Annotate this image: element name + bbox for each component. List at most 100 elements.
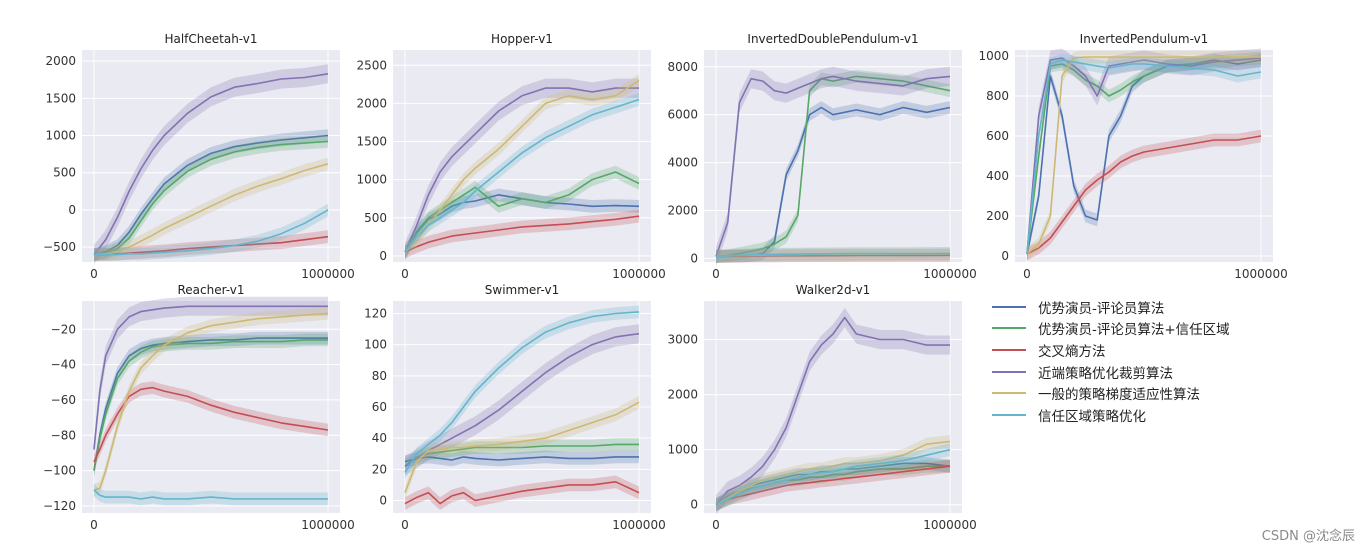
chart-title: Walker2d-v1 bbox=[796, 283, 871, 297]
watermark: CSDN @沈念辰 bbox=[1261, 529, 1355, 544]
series-band bbox=[94, 296, 328, 459]
series-line bbox=[715, 440, 951, 506]
series-line bbox=[404, 480, 640, 505]
series-band bbox=[405, 188, 639, 259]
series-band bbox=[405, 165, 639, 259]
series-line bbox=[715, 75, 951, 257]
chart-panel: 0 2000 4000 6000 8000 0 1000000 InvertedDoubleP… bbox=[667, 32, 976, 281]
series-band bbox=[716, 66, 950, 266]
chart-panel: 0 500 1000 1500 2000 2500 0 1000000 Hopper-v1 bbox=[356, 32, 665, 281]
y-tick-label: 1000 bbox=[45, 129, 76, 143]
x-tick-label: 1000000 bbox=[1234, 267, 1287, 281]
series-line bbox=[404, 456, 639, 463]
y-tick-label: −20 bbox=[51, 322, 76, 336]
legend-label: 近端策略优化裁剪算法 bbox=[1038, 365, 1173, 382]
y-tick-label: 60 bbox=[372, 400, 387, 414]
y-tick-label: 1500 bbox=[356, 135, 387, 149]
x-tick-label: 0 bbox=[1023, 267, 1031, 281]
chart-title: Reacher-v1 bbox=[177, 283, 244, 297]
series-line bbox=[93, 305, 328, 450]
legend-swatch bbox=[992, 413, 1026, 416]
chart-panel: −120 −100 −80 −60 −40 −20 0 1000000 Reacher-v1 bbox=[43, 283, 355, 532]
series-line bbox=[715, 252, 951, 258]
y-tick-label: 600 bbox=[986, 129, 1009, 143]
series-line bbox=[93, 163, 329, 256]
series-band bbox=[405, 324, 639, 476]
x-tick-label: 1000000 bbox=[612, 267, 665, 281]
legend-item: 优势演员-评论员算法+信任区域 bbox=[992, 318, 1230, 340]
series-band bbox=[94, 381, 328, 469]
y-tick-label: −60 bbox=[51, 393, 76, 407]
plot-area bbox=[704, 301, 962, 513]
chart-panel: 0 200 400 600 800 1000 0 1000000 InvertedPendulu… bbox=[978, 32, 1287, 281]
y-tick-label: 100 bbox=[364, 338, 387, 352]
y-tick-label: −80 bbox=[51, 428, 76, 442]
x-tick-label: 1000000 bbox=[612, 518, 665, 532]
y-tick-label: 40 bbox=[372, 431, 387, 445]
series-line bbox=[93, 140, 329, 256]
series-band bbox=[405, 396, 639, 500]
y-tick-label: −500 bbox=[43, 240, 76, 254]
series-line bbox=[715, 448, 951, 506]
x-tick-label: 0 bbox=[712, 267, 720, 281]
y-tick-label: −120 bbox=[43, 499, 76, 513]
series-line bbox=[404, 171, 640, 253]
series-line bbox=[93, 134, 329, 256]
series-line bbox=[1026, 57, 1262, 255]
y-tick-label: 120 bbox=[364, 306, 387, 320]
series-band bbox=[716, 70, 950, 263]
y-tick-label: 1000 bbox=[356, 173, 387, 187]
series-line bbox=[404, 87, 639, 253]
y-tick-label: 0 bbox=[1001, 249, 1009, 263]
chart-panel: 0 1000 2000 3000 0 1000000 Walker2d-v1 bbox=[667, 283, 976, 532]
series-line bbox=[1026, 135, 1262, 255]
y-tick-label: 2000 bbox=[45, 54, 76, 68]
y-tick-label: 3000 bbox=[667, 333, 698, 347]
series-band bbox=[405, 78, 639, 262]
series-line bbox=[1026, 59, 1262, 255]
series-band bbox=[94, 483, 328, 506]
chart-title: Swimmer-v1 bbox=[485, 283, 559, 297]
series-line bbox=[715, 465, 951, 506]
x-tick-label: 0 bbox=[401, 267, 409, 281]
series-line bbox=[404, 311, 640, 473]
series-line bbox=[715, 316, 950, 506]
y-tick-label: 1000 bbox=[978, 49, 1009, 63]
legend-label: 优势演员-评论员算法 bbox=[1038, 300, 1165, 317]
series-line bbox=[404, 443, 639, 467]
series-line bbox=[404, 79, 640, 253]
legend-swatch bbox=[992, 348, 1026, 351]
x-tick-label: 0 bbox=[90, 267, 98, 281]
y-tick-label: 500 bbox=[53, 166, 76, 180]
series-line bbox=[93, 386, 329, 463]
series-line bbox=[1026, 59, 1262, 255]
x-tick-label: 1000000 bbox=[923, 267, 976, 281]
y-tick-label: 200 bbox=[986, 209, 1009, 223]
series-line bbox=[404, 401, 640, 493]
y-tick-label: 2500 bbox=[356, 58, 387, 72]
series-band bbox=[1027, 53, 1261, 261]
series-band bbox=[716, 435, 950, 512]
series-line bbox=[715, 75, 951, 258]
y-tick-label: 80 bbox=[372, 369, 387, 383]
legend-swatch bbox=[992, 392, 1026, 395]
series-line bbox=[93, 337, 328, 471]
legend-label: 信任区域策略优化 bbox=[1038, 408, 1146, 425]
series-line bbox=[1026, 57, 1262, 255]
y-tick-label: 0 bbox=[690, 251, 698, 265]
legend-label: 优势演员-评论员算法+信任区域 bbox=[1038, 322, 1230, 339]
x-tick-label: 0 bbox=[90, 518, 98, 532]
plot-area bbox=[82, 301, 340, 513]
y-tick-label: 800 bbox=[986, 89, 1009, 103]
legend-item: 优势演员-评论员算法 bbox=[992, 296, 1230, 318]
series-line bbox=[404, 215, 640, 253]
series-band bbox=[94, 64, 328, 265]
legend-item: 一般的策略梯度适应性算法 bbox=[992, 382, 1230, 404]
y-tick-label: 2000 bbox=[667, 203, 698, 217]
y-tick-label: 20 bbox=[372, 462, 387, 476]
chart-panel: −500 0 500 1000 1500 2000 0 1000000 HalfCheetah-… bbox=[43, 32, 355, 281]
y-tick-label: 0 bbox=[690, 498, 698, 512]
series-band bbox=[716, 101, 950, 263]
chart-panel: 0 20 40 60 80 100 120 0 1000000 Swimmer-v1 bbox=[364, 283, 666, 532]
y-tick-label: 1500 bbox=[45, 91, 76, 105]
